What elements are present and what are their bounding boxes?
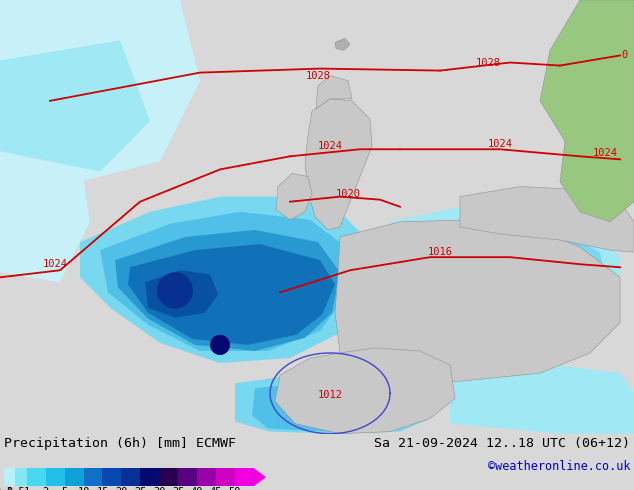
Text: 30: 30	[153, 487, 165, 490]
Polygon shape	[252, 381, 415, 432]
Bar	[84, 468, 103, 486]
Text: 40: 40	[191, 487, 204, 490]
Polygon shape	[370, 207, 620, 368]
Polygon shape	[115, 230, 340, 351]
Polygon shape	[305, 99, 372, 230]
Text: 25: 25	[134, 487, 146, 490]
Text: 1028: 1028	[476, 57, 500, 68]
Polygon shape	[335, 220, 620, 383]
Text: 20: 20	[115, 487, 127, 490]
Text: ©weatheronline.co.uk: ©weatheronline.co.uk	[488, 460, 630, 473]
Bar	[159, 468, 178, 486]
Text: 1: 1	[23, 487, 30, 490]
Bar	[103, 468, 122, 486]
Bar	[4, 468, 15, 486]
Text: 1020: 1020	[335, 189, 361, 198]
Polygon shape	[275, 348, 455, 434]
Polygon shape	[335, 38, 350, 50]
Polygon shape	[0, 40, 150, 172]
Bar	[216, 468, 235, 486]
Polygon shape	[460, 187, 634, 252]
Text: Sa 21-09-2024 12..18 UTC (06+12): Sa 21-09-2024 12..18 UTC (06+12)	[374, 437, 630, 450]
Text: 1024: 1024	[42, 259, 67, 269]
Text: 5: 5	[61, 487, 68, 490]
Polygon shape	[316, 75, 352, 109]
Bar	[140, 468, 159, 486]
Circle shape	[210, 335, 230, 355]
Bar	[65, 468, 84, 486]
Bar	[235, 468, 254, 486]
Text: 1024: 1024	[488, 139, 512, 149]
Text: 35: 35	[172, 487, 184, 490]
Text: 1016: 1016	[427, 247, 453, 257]
Text: 1028: 1028	[306, 71, 330, 81]
Polygon shape	[80, 196, 370, 363]
Bar	[122, 468, 140, 486]
Text: 2: 2	[42, 487, 49, 490]
Bar	[197, 468, 216, 486]
Text: Precipitation (6h) [mm] ECMWF: Precipitation (6h) [mm] ECMWF	[4, 437, 236, 450]
Polygon shape	[540, 0, 634, 222]
Text: 50: 50	[229, 487, 242, 490]
Polygon shape	[0, 156, 90, 282]
Text: 0.5: 0.5	[6, 487, 25, 490]
Polygon shape	[254, 468, 266, 486]
Polygon shape	[0, 0, 200, 181]
Text: 0: 0	[622, 50, 628, 60]
Polygon shape	[450, 363, 634, 434]
Text: 15: 15	[96, 487, 109, 490]
Polygon shape	[128, 244, 335, 345]
Circle shape	[157, 272, 193, 309]
Bar	[46, 468, 65, 486]
Bar	[27, 468, 46, 486]
Text: 0.1: 0.1	[0, 487, 13, 490]
Bar	[178, 468, 197, 486]
Bar	[15, 468, 27, 486]
Text: 1012: 1012	[318, 391, 342, 400]
Polygon shape	[378, 220, 610, 355]
Polygon shape	[276, 173, 312, 220]
Polygon shape	[100, 212, 350, 351]
Text: 1024: 1024	[318, 141, 342, 151]
Polygon shape	[235, 373, 430, 434]
Text: 1024: 1024	[593, 148, 618, 158]
Text: 10: 10	[77, 487, 90, 490]
Polygon shape	[145, 270, 218, 318]
Text: 45: 45	[210, 487, 223, 490]
